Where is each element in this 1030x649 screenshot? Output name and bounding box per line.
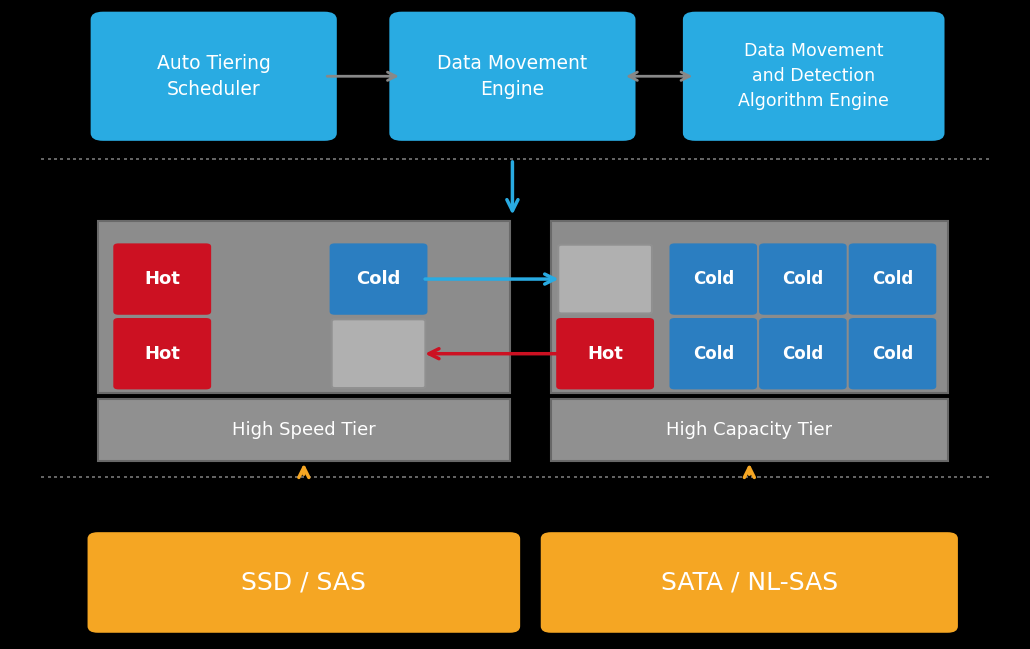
FancyBboxPatch shape [332,319,425,388]
Text: High Capacity Tier: High Capacity Tier [666,421,832,439]
Text: High Speed Tier: High Speed Tier [232,421,376,439]
FancyBboxPatch shape [88,532,520,633]
FancyBboxPatch shape [759,318,847,389]
Text: Cold: Cold [692,345,734,363]
Text: Data Movement
Engine: Data Movement Engine [438,53,587,99]
FancyBboxPatch shape [556,318,654,389]
Text: Cold: Cold [692,270,734,288]
FancyBboxPatch shape [670,318,757,389]
Text: Hot: Hot [144,345,180,363]
Text: Hot: Hot [587,345,623,363]
FancyBboxPatch shape [558,245,652,313]
FancyBboxPatch shape [541,532,958,633]
FancyBboxPatch shape [389,12,636,141]
Text: Cold: Cold [782,270,824,288]
Text: Cold: Cold [356,270,401,288]
Text: Data Movement
and Detection
Algorithm Engine: Data Movement and Detection Algorithm En… [739,42,889,110]
Text: SATA / NL-SAS: SATA / NL-SAS [661,570,837,594]
FancyBboxPatch shape [330,243,427,315]
FancyBboxPatch shape [849,318,936,389]
Bar [98,221,510,393]
FancyBboxPatch shape [759,243,847,315]
FancyBboxPatch shape [91,12,337,141]
FancyBboxPatch shape [670,243,757,315]
Text: Cold: Cold [871,345,914,363]
Text: Cold: Cold [782,345,824,363]
FancyBboxPatch shape [683,12,945,141]
FancyBboxPatch shape [849,243,936,315]
Bar [98,399,510,461]
Bar [551,221,948,393]
Text: SSD / SAS: SSD / SAS [241,570,367,594]
Text: Auto Tiering
Scheduler: Auto Tiering Scheduler [157,53,271,99]
Bar [551,399,948,461]
Text: Hot: Hot [144,270,180,288]
Text: Cold: Cold [871,270,914,288]
FancyBboxPatch shape [113,318,211,389]
FancyBboxPatch shape [113,243,211,315]
